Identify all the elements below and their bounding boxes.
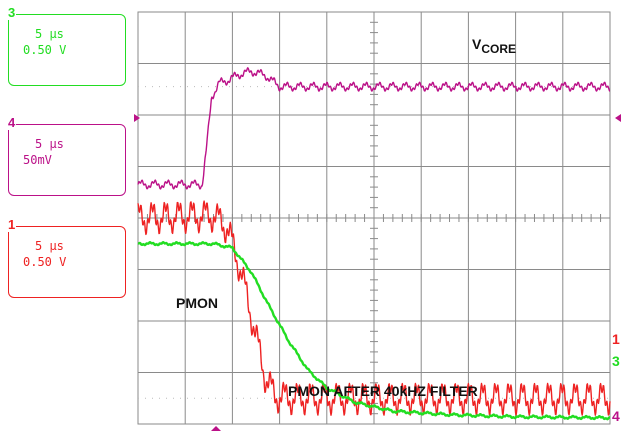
- channel-3-settings: 3 5 µs 0.50 V: [7, 5, 126, 86]
- vcore-label: VCORE: [472, 36, 516, 56]
- trace-v-core: [137, 67, 611, 190]
- channel-3-number: 3: [7, 5, 17, 20]
- channel-4-timebase: 5 µs: [35, 137, 64, 151]
- channel-4-settings: 4 5 µs 50mV: [7, 115, 126, 196]
- ch1-right-marker: 1: [612, 331, 620, 347]
- trace-pmon-after-40khz-filter: [137, 241, 611, 421]
- ch4-level-marker-left: [134, 114, 140, 122]
- channel-1-scale: 0.50 V: [23, 255, 67, 269]
- channel-4-scale: 50mV: [23, 153, 52, 167]
- trace-layer: [137, 67, 611, 421]
- pmon-label: PMON: [176, 295, 218, 311]
- plot-grid: [137, 11, 611, 425]
- channel-3-timebase: 5 µs: [35, 27, 64, 41]
- ch4-level-marker-right: [615, 114, 621, 122]
- ch3-right-marker: 3: [612, 353, 620, 369]
- channel-1-number: 1: [7, 217, 17, 232]
- trace-pmon: [137, 200, 611, 416]
- channel-3-scale: 0.50 V: [23, 43, 67, 57]
- ch4-right-marker: 4: [612, 408, 620, 424]
- channel-1-settings: 1 5 µs 0.50 V: [7, 217, 126, 298]
- pmon-filtered-label: PMON AFTER 40kHZ FILTER: [288, 383, 478, 399]
- channel-4-number: 4: [7, 115, 17, 130]
- trigger-position-marker: [211, 426, 221, 431]
- channel-1-timebase: 5 µs: [35, 239, 64, 253]
